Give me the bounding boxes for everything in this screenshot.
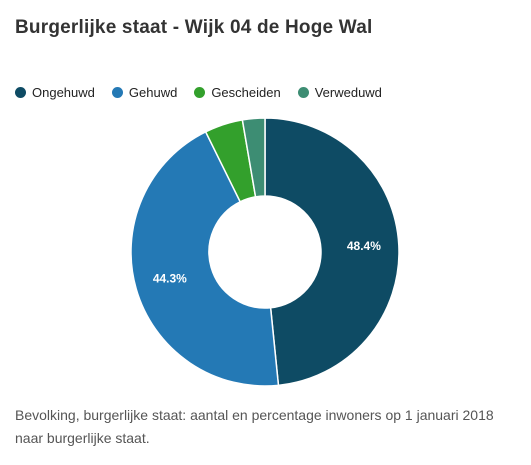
slice-gehuwd[interactable] <box>130 130 280 387</box>
legend-label-gescheiden: Gescheiden <box>211 85 281 100</box>
legend-label-verweduwd: Verweduwd <box>314 85 382 100</box>
data-label-gehuwd: 44.3% <box>153 271 187 285</box>
slice-ongehuwd[interactable] <box>264 117 400 387</box>
chart-title: Burgerlijke staat - Wijk 04 de Hoge Wal <box>15 17 373 38</box>
chart-legend: Ongehuwd Gehuwd Gescheiden Verweduwd <box>15 85 399 100</box>
legend-label-gehuwd: Gehuwd <box>128 85 178 100</box>
legend-marker-gehuwd <box>111 87 123 98</box>
legend-item-gehuwd[interactable]: Gehuwd <box>111 85 178 100</box>
legend-item-ongehuwd[interactable]: Ongehuwd <box>15 85 95 100</box>
legend-item-verweduwd[interactable]: Verweduwd <box>297 85 382 100</box>
legend-marker-ongehuwd <box>15 87 26 98</box>
legend-label-ongehuwd: Ongehuwd <box>32 85 95 100</box>
legend-item-gescheiden[interactable]: Gescheiden <box>194 85 281 100</box>
legend-marker-gescheiden <box>194 87 206 98</box>
data-label-ongehuwd: 48.4% <box>347 239 381 253</box>
chart-caption: Bevolking, burgerlijke staat: aantal en … <box>15 407 494 446</box>
legend-marker-verweduwd <box>297 87 309 98</box>
slice-verweduwd[interactable] <box>241 117 266 198</box>
